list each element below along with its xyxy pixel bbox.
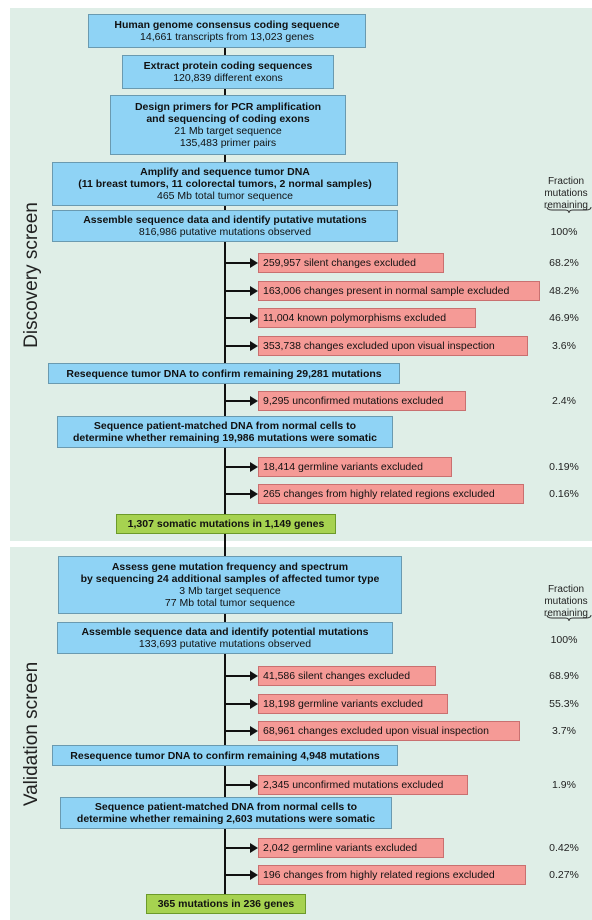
exclusion-unconfirmed: 2,345 unconfirmed mutations excluded <box>258 775 468 795</box>
fraction-value: 0.42% <box>549 842 579 854</box>
step-genome-consensus: Human genome consensus coding sequence 1… <box>88 14 366 48</box>
exclusion-known-polymorphisms: 11,004 known polymorphisms excluded <box>258 308 476 328</box>
exclusion-germline: 2,042 germline variants excluded <box>258 838 444 858</box>
arrow <box>226 312 258 324</box>
validation-screen-label: Validation screen <box>21 661 43 806</box>
exclusion-germline: 18,414 germline variants excluded <box>258 457 452 477</box>
step-design-primers: Design primers for PCR amplification and… <box>110 95 346 155</box>
fraction-brace <box>546 614 592 622</box>
arrow <box>226 842 258 854</box>
arrow <box>226 725 258 737</box>
exclusion-related-regions: 265 changes from highly related regions … <box>258 484 524 504</box>
fraction-header: Fraction mutations remaining <box>544 176 588 211</box>
exclusion-visual-inspection: 68,961 changes excluded upon visual insp… <box>258 721 520 741</box>
arrow <box>226 698 258 710</box>
arrow <box>226 869 258 881</box>
exclusion-germline: 18,198 germline variants excluded <box>258 694 448 714</box>
step-extract-coding: Extract protein coding sequences 120,839… <box>122 55 334 89</box>
fraction-value: 46.9% <box>549 312 579 324</box>
fraction-value: 3.7% <box>552 725 576 737</box>
fraction-value: 48.2% <box>549 285 579 297</box>
step-patient-matched: Sequence patient-matched DNA from normal… <box>60 797 392 829</box>
arrow <box>226 779 258 791</box>
panel-divider <box>10 541 592 547</box>
arrow <box>226 461 258 473</box>
fraction-value: 100% <box>550 634 578 646</box>
arrow <box>226 395 258 407</box>
panel-connector-line <box>224 530 226 556</box>
exclusion-visual-inspection: 353,738 changes excluded upon visual ins… <box>258 336 528 356</box>
arrow <box>226 670 258 682</box>
step-assess-frequency: Assess gene mutation frequency and spect… <box>58 556 402 614</box>
arrow <box>226 257 258 269</box>
exclusion-normal-sample: 163,006 changes present in normal sample… <box>258 281 540 301</box>
fraction-value: 68.2% <box>549 257 579 269</box>
validation-result: 365 mutations in 236 genes <box>146 894 306 914</box>
fraction-brace <box>546 206 592 214</box>
arrow <box>226 340 258 352</box>
exclusion-unconfirmed: 9,295 unconfirmed mutations excluded <box>258 391 466 411</box>
fraction-value: 3.6% <box>552 340 576 352</box>
arrow <box>226 285 258 297</box>
step-patient-matched: Sequence patient-matched DNA from normal… <box>57 416 393 448</box>
arrow <box>226 488 258 500</box>
fraction-value: 1.9% <box>552 779 576 791</box>
fraction-value: 0.19% <box>549 461 579 473</box>
exclusion-related-regions: 196 changes from highly related regions … <box>258 865 526 885</box>
discovery-screen-label: Discovery screen <box>21 201 42 348</box>
exclusion-silent-changes: 259,957 silent changes excluded <box>258 253 444 273</box>
step-assemble-potential: Assemble sequence data and identify pote… <box>57 622 393 654</box>
step-resequence-confirm: Resequence tumor DNA to confirm remainin… <box>48 363 400 384</box>
step-resequence-confirm: Resequence tumor DNA to confirm remainin… <box>52 745 398 766</box>
discovery-result: 1,307 somatic mutations in 1,149 genes <box>116 514 336 534</box>
step-assemble-putative: Assemble sequence data and identify puta… <box>52 210 398 242</box>
fraction-value: 68.9% <box>549 670 579 682</box>
fraction-value: 0.16% <box>549 488 579 500</box>
fraction-value: 100% <box>550 226 578 238</box>
discovery-flow-line <box>224 48 226 519</box>
step-amplify-sequence: Amplify and sequence tumor DNA (11 breas… <box>52 162 398 206</box>
exclusion-silent-changes: 41,586 silent changes excluded <box>258 666 436 686</box>
fraction-header: Fraction mutations remaining <box>544 584 588 619</box>
fraction-value: 0.27% <box>549 869 579 881</box>
fraction-value: 55.3% <box>549 698 579 710</box>
fraction-value: 2.4% <box>552 395 576 407</box>
